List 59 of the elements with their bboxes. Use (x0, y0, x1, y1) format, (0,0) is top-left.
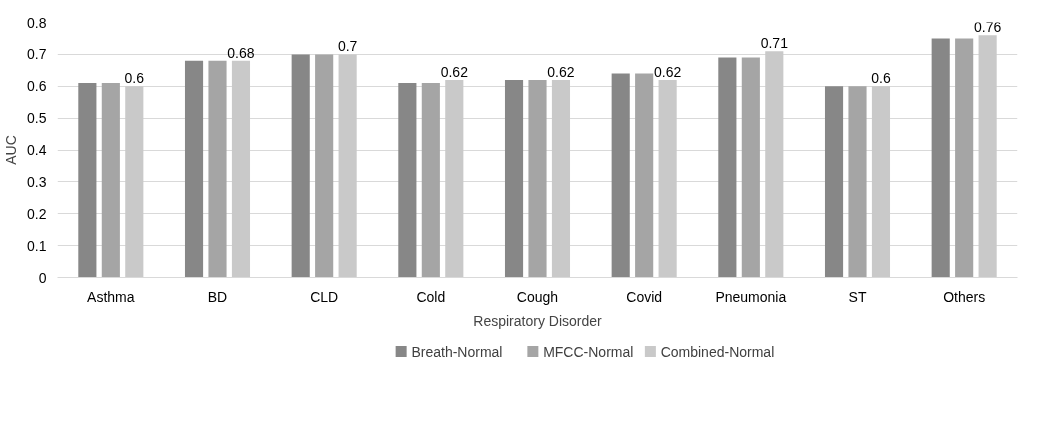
y-tick-label: 0.6 (27, 78, 47, 95)
legend-label: MFCC-Normal (543, 343, 634, 360)
bar (931, 38, 950, 278)
bar (184, 60, 204, 278)
y-tick-label: 0.1 (27, 237, 47, 254)
x-tick-label: Asthma (87, 288, 135, 305)
data-label: 0.6 (124, 70, 145, 87)
x-tick-label: Cough (516, 288, 559, 305)
bar (848, 86, 867, 278)
bar (315, 54, 334, 278)
y-tick-label: 0.2 (27, 205, 47, 222)
bar (208, 60, 227, 278)
bar (445, 79, 464, 278)
bar (398, 83, 417, 278)
bar (635, 73, 654, 278)
x-tick-label: BD (207, 288, 228, 305)
data-label: 0.76 (974, 19, 1002, 36)
y-tick-label: 0 (38, 269, 47, 286)
data-label: 0.68 (227, 44, 255, 61)
y-tick-label: 0.7 (27, 46, 47, 63)
data-label: 0.62 (547, 63, 575, 80)
legend-label: Breath-Normal (411, 343, 503, 360)
data-label: 0.62 (440, 63, 469, 80)
y-tick-label: 0.8 (27, 14, 47, 31)
bar (504, 79, 524, 278)
y-tick-label: 0.3 (27, 173, 47, 190)
bar (611, 73, 630, 278)
data-label: 0.6 (871, 70, 891, 87)
x-tick-label: Others (943, 288, 986, 305)
bar (765, 51, 784, 278)
x-tick-label: Cold (416, 288, 446, 305)
bar (78, 83, 97, 278)
bar (101, 83, 120, 278)
legend-label: Combined-Normal (660, 343, 775, 360)
data-label: 0.7 (337, 38, 358, 55)
bar (291, 54, 310, 278)
bar (338, 54, 357, 278)
bar (421, 83, 440, 278)
bar (551, 79, 571, 278)
bar (528, 79, 547, 278)
y-tick-label: 0.5 (27, 110, 47, 127)
x-tick-label: CLD (310, 288, 339, 305)
data-label: 0.71 (760, 35, 789, 52)
bar (125, 86, 144, 278)
x-tick-label: ST (848, 288, 867, 305)
bar (231, 60, 251, 278)
x-tick-label: Covid (626, 288, 663, 305)
data-label: 0.62 (654, 63, 682, 80)
y-axis-title: AUC (3, 135, 20, 165)
x-tick-label: Pneumonia (715, 288, 787, 305)
bar (978, 35, 997, 278)
bar (741, 57, 760, 278)
bar (955, 38, 974, 278)
bar (718, 57, 737, 278)
bar (824, 86, 844, 278)
y-tick-label: 0.4 (27, 142, 47, 158)
bar (871, 86, 891, 278)
x-axis-title: Respiratory Disorder (473, 312, 603, 329)
bar (658, 79, 677, 278)
